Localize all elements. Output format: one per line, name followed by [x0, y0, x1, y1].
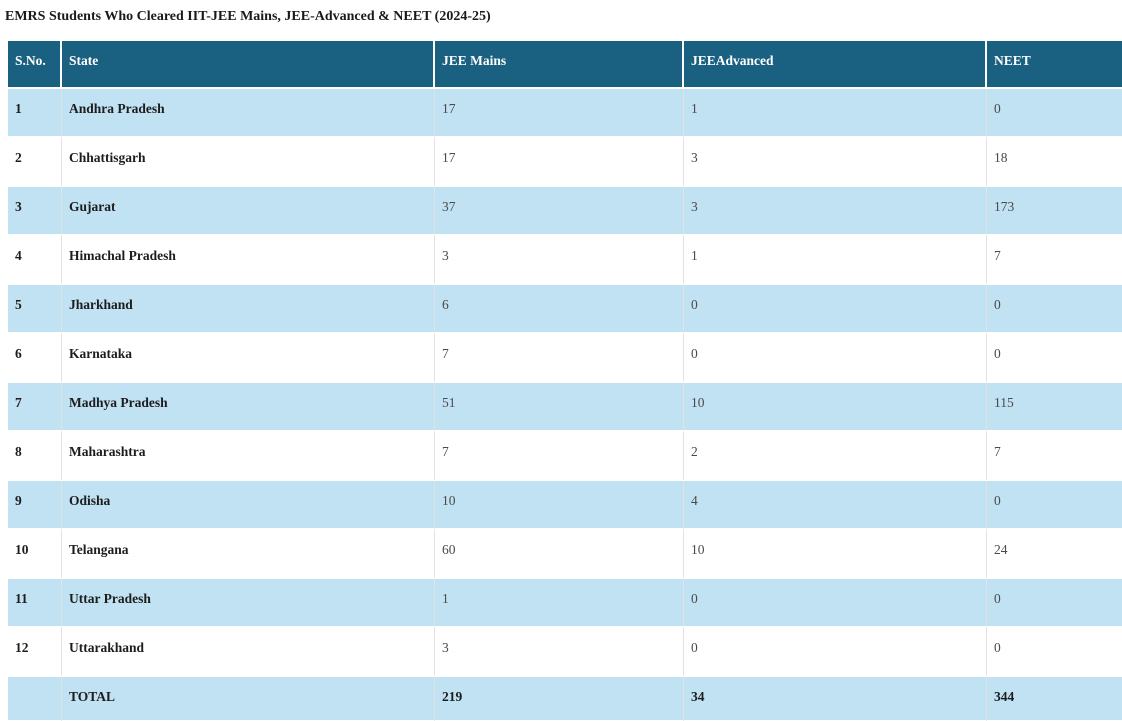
row-jee-mains: 10: [435, 481, 684, 530]
row-state: Uttarakhand: [62, 628, 435, 677]
row-sno: 3: [8, 187, 62, 236]
row-sno: 9: [8, 481, 62, 530]
row-neet: 18: [987, 138, 1122, 187]
row-neet: 0: [987, 579, 1122, 628]
row-sno: 8: [8, 432, 62, 481]
header-row: S.No. State JEE Mains JEEAdvanced NEET: [8, 41, 1122, 89]
row-jee-mains: 51: [435, 383, 684, 432]
row-jee-advanced: 10: [684, 383, 987, 432]
row-neet: 0: [987, 334, 1122, 383]
table-row: 5 Jharkhand 6 0 0: [8, 285, 1122, 334]
row-sno: 4: [8, 236, 62, 285]
row-sno: 6: [8, 334, 62, 383]
row-state: Andhra Pradesh: [62, 89, 435, 138]
total-jee-advanced: 34: [684, 677, 987, 721]
row-sno: 2: [8, 138, 62, 187]
row-jee-mains: 3: [435, 236, 684, 285]
total-jee-mains: 219: [435, 677, 684, 721]
row-sno: 1: [8, 89, 62, 138]
row-jee-mains: 7: [435, 432, 684, 481]
row-state: Uttar Pradesh: [62, 579, 435, 628]
total-neet: 344: [987, 677, 1122, 721]
table-row: 7 Madhya Pradesh 51 10 115: [8, 383, 1122, 432]
row-neet: 0: [987, 481, 1122, 530]
row-sno: 10: [8, 530, 62, 579]
total-row: TOTAL 219 34 344: [8, 677, 1122, 721]
row-neet: 0: [987, 628, 1122, 677]
table-body: 1 Andhra Pradesh 17 1 0 2 Chhattisgarh 1…: [8, 89, 1122, 677]
row-jee-advanced: 3: [684, 187, 987, 236]
row-jee-advanced: 4: [684, 481, 987, 530]
row-jee-advanced: 3: [684, 138, 987, 187]
total-sno-cell: [8, 677, 62, 721]
row-jee-advanced: 0: [684, 334, 987, 383]
row-sno: 5: [8, 285, 62, 334]
row-state: Himachal Pradesh: [62, 236, 435, 285]
row-state: Gujarat: [62, 187, 435, 236]
row-jee-advanced: 2: [684, 432, 987, 481]
table-row: 6 Karnataka 7 0 0: [8, 334, 1122, 383]
col-header-sno: S.No.: [8, 41, 62, 89]
table-row: 3 Gujarat 37 3 173: [8, 187, 1122, 236]
row-jee-advanced: 10: [684, 530, 987, 579]
row-jee-advanced: 1: [684, 89, 987, 138]
row-state: Jharkhand: [62, 285, 435, 334]
row-neet: 7: [987, 432, 1122, 481]
row-neet: 7: [987, 236, 1122, 285]
total-label: TOTAL: [62, 677, 435, 721]
table-row: 11 Uttar Pradesh 1 0 0: [8, 579, 1122, 628]
row-jee-mains: 6: [435, 285, 684, 334]
table-row: 12 Uttarakhand 3 0 0: [8, 628, 1122, 677]
row-jee-mains: 1: [435, 579, 684, 628]
row-neet: 173: [987, 187, 1122, 236]
row-jee-advanced: 0: [684, 579, 987, 628]
row-neet: 24: [987, 530, 1122, 579]
row-state: Maharashtra: [62, 432, 435, 481]
row-sno: 11: [8, 579, 62, 628]
row-sno: 12: [8, 628, 62, 677]
row-state: Karnataka: [62, 334, 435, 383]
col-header-state: State: [62, 41, 435, 89]
row-sno: 7: [8, 383, 62, 432]
table-footer: TOTAL 219 34 344: [8, 677, 1122, 721]
row-state: Madhya Pradesh: [62, 383, 435, 432]
row-state: Chhattisgarh: [62, 138, 435, 187]
table-row: 1 Andhra Pradesh 17 1 0: [8, 89, 1122, 138]
row-neet: 115: [987, 383, 1122, 432]
row-state: Telangana: [62, 530, 435, 579]
col-header-jee-advanced: JEEAdvanced: [684, 41, 987, 89]
row-jee-mains: 60: [435, 530, 684, 579]
table-header: S.No. State JEE Mains JEEAdvanced NEET: [8, 41, 1122, 89]
row-jee-advanced: 1: [684, 236, 987, 285]
row-jee-mains: 17: [435, 138, 684, 187]
col-header-neet: NEET: [987, 41, 1122, 89]
table-row: 9 Odisha 10 4 0: [8, 481, 1122, 530]
page-title: EMRS Students Who Cleared IIT-JEE Mains,…: [5, 9, 491, 24]
results-table: S.No. State JEE Mains JEEAdvanced NEET 1…: [8, 41, 1122, 721]
row-jee-advanced: 0: [684, 628, 987, 677]
table-row: 2 Chhattisgarh 17 3 18: [8, 138, 1122, 187]
row-jee-advanced: 0: [684, 285, 987, 334]
row-jee-mains: 7: [435, 334, 684, 383]
row-neet: 0: [987, 89, 1122, 138]
row-jee-mains: 37: [435, 187, 684, 236]
table-row: 8 Maharashtra 7 2 7: [8, 432, 1122, 481]
col-header-jee-mains: JEE Mains: [435, 41, 684, 89]
row-jee-mains: 17: [435, 89, 684, 138]
row-jee-mains: 3: [435, 628, 684, 677]
row-state: Odisha: [62, 481, 435, 530]
row-neet: 0: [987, 285, 1122, 334]
table-row: 4 Himachal Pradesh 3 1 7: [8, 236, 1122, 285]
table-row: 10 Telangana 60 10 24: [8, 530, 1122, 579]
